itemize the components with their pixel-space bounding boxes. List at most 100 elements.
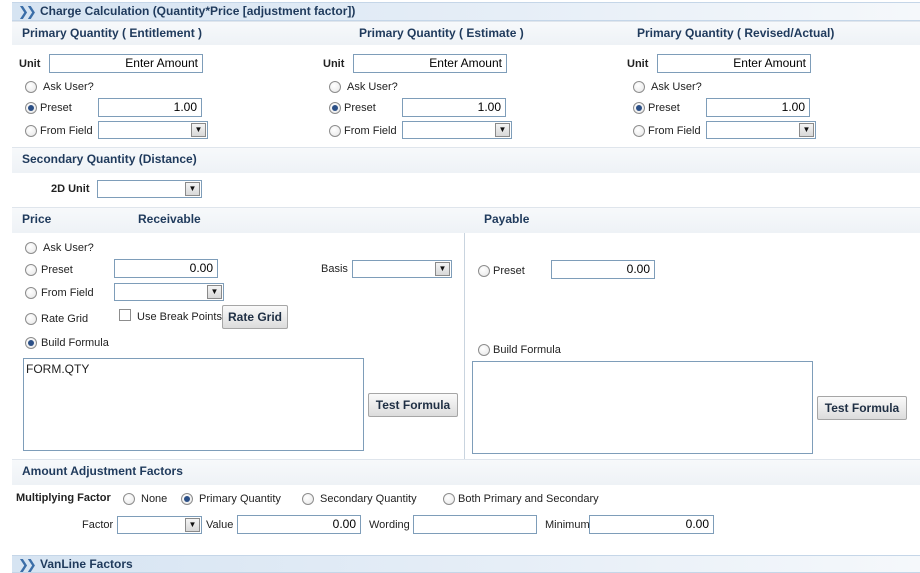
- build-formula-label: Build Formula: [493, 344, 561, 356]
- multiplying-primary-radio[interactable]: [181, 493, 193, 505]
- entitlement-from-field-radio[interactable]: [25, 125, 37, 137]
- receivable-build-formula-radio[interactable]: [25, 337, 37, 349]
- multiplying-none-label: None: [141, 493, 168, 505]
- rate-grid-label: Rate Grid: [41, 313, 89, 325]
- price-column-divider: [464, 233, 465, 459]
- estimate-from-field-radio[interactable]: [329, 125, 341, 137]
- preset-label: Preset: [344, 102, 376, 114]
- value-label: Value: [206, 519, 234, 531]
- price-title: Price: [22, 212, 52, 226]
- value-input[interactable]: 0.00: [237, 515, 361, 534]
- entitlement-ask-radio[interactable]: [25, 81, 37, 93]
- revised-unit-input[interactable]: Enter Amount: [657, 54, 811, 73]
- revised-from-field-radio[interactable]: [633, 125, 645, 137]
- ask-user-label: Ask User?: [651, 81, 702, 93]
- vanline-factors-header[interactable]: ❯❯ VanLine Factors: [12, 555, 920, 573]
- unit-label: Unit: [323, 58, 345, 70]
- adjustment-title: Amount Adjustment Factors: [22, 464, 183, 478]
- double-chevron-right-icon: ❯❯: [18, 557, 37, 572]
- secondary-quantity-title: Secondary Quantity (Distance): [22, 152, 197, 166]
- ask-user-label: Ask User?: [347, 81, 398, 93]
- use-break-points-label: Use Break Points: [137, 311, 222, 323]
- basis-select[interactable]: ▼: [352, 260, 452, 278]
- receivable-preset-input[interactable]: 0.00: [114, 259, 218, 278]
- multiplying-both-radio[interactable]: [443, 493, 455, 505]
- 2d-unit-select[interactable]: ▼: [97, 180, 202, 198]
- unit-label: Unit: [627, 58, 649, 70]
- ask-user-label: Ask User?: [43, 81, 94, 93]
- receivable-title: Receivable: [138, 212, 201, 226]
- receivable-test-formula-button[interactable]: Test Formula: [368, 393, 458, 417]
- payable-build-formula-radio[interactable]: [478, 344, 490, 356]
- multiplying-both-label: Both Primary and Secondary: [458, 493, 599, 505]
- from-field-label: From Field: [40, 125, 93, 137]
- secondary-quantity-header: [12, 147, 920, 173]
- payable-test-formula-button[interactable]: Test Formula: [817, 396, 907, 420]
- multiplying-secondary-label: Secondary Quantity: [320, 493, 417, 505]
- entitlement-preset-input[interactable]: 1.00: [98, 98, 202, 117]
- payable-preset-input[interactable]: 0.00: [551, 260, 655, 279]
- preset-label: Preset: [40, 102, 72, 114]
- factor-label: Factor: [82, 519, 114, 531]
- revised-ask-radio[interactable]: [633, 81, 645, 93]
- ask-user-label: Ask User?: [43, 242, 94, 254]
- adjustment-header: [12, 459, 920, 485]
- chevron-down-icon[interactable]: ▼: [191, 123, 206, 137]
- estimate-unit-input[interactable]: Enter Amount: [353, 54, 507, 73]
- payable-formula-textarea[interactable]: [472, 361, 813, 454]
- chevron-down-icon[interactable]: ▼: [185, 518, 200, 532]
- from-field-label: From Field: [648, 125, 701, 137]
- entitlement-from-field-select[interactable]: ▼: [98, 121, 208, 139]
- chevron-down-icon[interactable]: ▼: [185, 182, 200, 196]
- entitlement-unit-input[interactable]: Enter Amount: [49, 54, 203, 73]
- preset-label: Preset: [41, 264, 73, 276]
- receivable-preset-radio[interactable]: [25, 264, 37, 276]
- build-formula-label: Build Formula: [41, 337, 109, 349]
- preset-label: Preset: [493, 265, 525, 277]
- chevron-down-icon[interactable]: ▼: [435, 262, 450, 276]
- receivable-formula-textarea[interactable]: FORM.QTY: [23, 358, 364, 451]
- double-chevron-right-icon: ❯❯: [18, 4, 37, 19]
- chevron-down-icon[interactable]: ▼: [207, 285, 222, 299]
- rate-grid-button[interactable]: Rate Grid: [222, 305, 288, 329]
- rate-grid-radio[interactable]: [25, 313, 37, 325]
- minimum-label: Minimum: [545, 519, 590, 531]
- multiplying-primary-label: Primary Quantity: [199, 493, 281, 505]
- receivable-from-field-select[interactable]: ▼: [114, 283, 224, 301]
- preset-label: Preset: [648, 102, 680, 114]
- multiplying-none-radio[interactable]: [123, 493, 135, 505]
- estimate-preset-radio[interactable]: [329, 102, 341, 114]
- wording-input[interactable]: [413, 515, 537, 534]
- price-header: [12, 207, 920, 233]
- from-field-label: From Field: [41, 287, 94, 299]
- vanline-factors-title: VanLine Factors: [40, 557, 133, 571]
- primary-revised-title: Primary Quantity ( Revised/Actual): [637, 26, 835, 40]
- wording-label: Wording: [369, 519, 410, 531]
- multiplying-factor-label: Multiplying Factor: [16, 492, 111, 504]
- use-break-points-checkbox[interactable]: [119, 309, 131, 321]
- receivable-ask-radio[interactable]: [25, 242, 37, 254]
- from-field-label: From Field: [344, 125, 397, 137]
- charge-calculation-title: Charge Calculation (Quantity*Price [adju…: [40, 4, 356, 18]
- revised-preset-input[interactable]: 1.00: [706, 98, 810, 117]
- estimate-from-field-select[interactable]: ▼: [402, 121, 512, 139]
- primary-quantity-header-row: [12, 21, 920, 45]
- minimum-input[interactable]: 0.00: [589, 515, 714, 534]
- revised-from-field-select[interactable]: ▼: [706, 121, 816, 139]
- basis-label: Basis: [321, 263, 348, 275]
- charge-calculation-header[interactable]: ❯❯ Charge Calculation (Quantity*Price [a…: [12, 2, 920, 21]
- receivable-from-field-radio[interactable]: [25, 287, 37, 299]
- chevron-down-icon[interactable]: ▼: [799, 123, 814, 137]
- payable-preset-radio[interactable]: [478, 265, 490, 277]
- factor-select[interactable]: ▼: [117, 516, 202, 534]
- revised-preset-radio[interactable]: [633, 102, 645, 114]
- estimate-ask-radio[interactable]: [329, 81, 341, 93]
- estimate-preset-input[interactable]: 1.00: [402, 98, 506, 117]
- chevron-down-icon[interactable]: ▼: [495, 123, 510, 137]
- multiplying-secondary-radio[interactable]: [302, 493, 314, 505]
- unit-label: Unit: [19, 58, 41, 70]
- primary-estimate-title: Primary Quantity ( Estimate ): [359, 26, 524, 40]
- entitlement-preset-radio[interactable]: [25, 102, 37, 114]
- 2d-unit-label: 2D Unit: [51, 183, 90, 195]
- primary-entitlement-title: Primary Quantity ( Entitlement ): [22, 26, 203, 40]
